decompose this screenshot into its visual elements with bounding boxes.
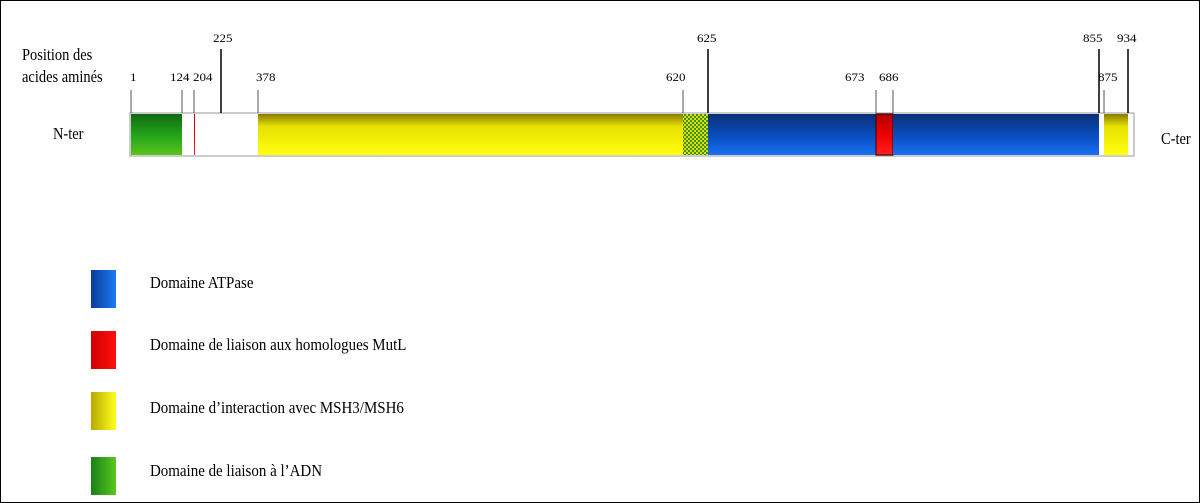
legend-swatch-mutl (91, 331, 116, 369)
segment-overlap-620-625 (683, 114, 708, 155)
tick-label-378: 378 (256, 70, 276, 84)
axis-title-line1: Position des (22, 45, 93, 64)
legend-label-atpase: Domaine ATPase (150, 273, 254, 292)
legend-swatch-dna (91, 457, 116, 495)
tick-label-124: 124 (170, 70, 190, 84)
legend-swatch-atpase (91, 270, 116, 308)
segment-dna-1-124 (131, 114, 182, 155)
tick-label-934: 934 (1117, 31, 1137, 45)
position-axis-title: Position des acides aminés (22, 44, 103, 88)
position-ticks: 1 124 204 225 378 620 625 673 686 855 875 934 (130, 31, 1137, 113)
tick-label-673: 673 (845, 70, 865, 84)
legend-swatch-interaction (91, 392, 116, 430)
tick-label-875: 875 (1098, 70, 1118, 84)
segment-interaction-378-620 (258, 114, 683, 155)
legend-label-interaction: Domaine d’interaction avec MSH3/MSH6 (150, 398, 404, 417)
legend-label-mutl: Domaine de liaison aux homologues MutL (150, 335, 407, 354)
tick-label-225: 225 (213, 31, 233, 45)
segment-interaction-875-934 (1104, 114, 1128, 155)
segment-mutl-146-204 (194, 114, 195, 155)
legend-label-dna: Domaine de liaison à l’ADN (150, 461, 322, 480)
axis-title-line2: acides aminés (22, 67, 103, 86)
tick-label-625: 625 (697, 31, 717, 45)
protein-bar (129, 112, 1135, 157)
n-terminus-label: N-ter (53, 124, 84, 143)
c-terminus-label: C-ter (1161, 129, 1191, 148)
segment-atpase-686-855 (893, 114, 1099, 155)
tick-label-686: 686 (879, 70, 899, 84)
segment-mutl-673-686 (875, 113, 894, 156)
tick-label-620: 620 (666, 70, 686, 84)
tick-label-204: 204 (193, 70, 213, 84)
tick-label-1: 1 (130, 70, 137, 84)
tick-label-855: 855 (1083, 31, 1103, 45)
segment-atpase-625-673 (708, 114, 876, 155)
